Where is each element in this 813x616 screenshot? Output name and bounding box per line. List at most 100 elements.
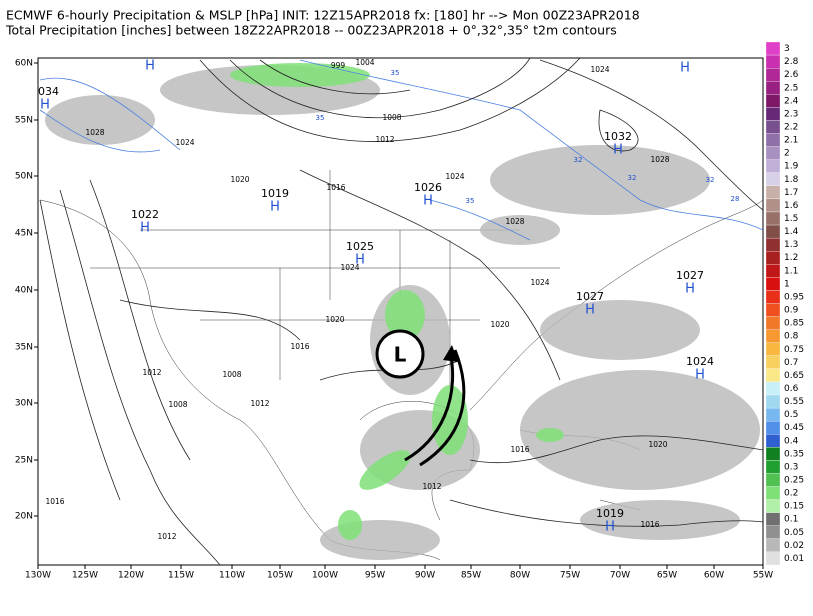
isobar-label: 999 — [331, 61, 346, 70]
legend-swatch — [765, 172, 781, 186]
legend-swatch — [765, 342, 781, 356]
isobar-label: 1020 — [648, 440, 667, 449]
legend-swatch — [765, 394, 781, 409]
legend-label: 0.25 — [784, 476, 804, 486]
legend-label: 2.2 — [784, 122, 798, 132]
pressure-value: 1019 — [261, 187, 289, 200]
pressure-value: 1027 — [676, 269, 704, 282]
temperature-label: 35 — [391, 69, 400, 77]
legend-label: 0.1 — [784, 515, 798, 525]
legend-swatch — [765, 107, 781, 121]
high-symbol: H — [680, 61, 690, 76]
legend-label: 2.4 — [784, 96, 799, 106]
legend-swatch — [765, 421, 781, 435]
lon-label: 130W — [25, 571, 51, 581]
isobar-label: 1024 — [530, 278, 549, 287]
legend-swatch — [765, 368, 781, 383]
legend-label: 1.6 — [784, 201, 799, 211]
legend-swatch — [765, 407, 781, 422]
isobar-label: 1012 — [157, 532, 176, 541]
legend-swatch — [765, 133, 781, 147]
legend-label: 1.9 — [784, 162, 799, 172]
temperature-label: 32 — [706, 176, 715, 184]
heavy-precipitation — [230, 63, 564, 540]
high-symbol: H — [685, 282, 695, 297]
lat-label: 20N — [15, 512, 33, 522]
isobar-label: 1012 — [375, 135, 394, 144]
legend-swatch — [765, 434, 781, 448]
isobar-label: 1028 — [85, 128, 104, 137]
lon-label: 55W — [753, 571, 773, 581]
legend-label: 1.7 — [784, 188, 798, 198]
legend-label: 1.1 — [784, 266, 798, 276]
legend-swatch — [765, 512, 781, 526]
isobar-label: 1016 — [290, 342, 309, 351]
isobar-label: 1016 — [45, 497, 64, 506]
legend-swatch — [765, 329, 781, 343]
legend-label: 2.1 — [784, 136, 798, 146]
pressure-value: 1019 — [596, 507, 624, 520]
legend-label: 3 — [784, 44, 790, 54]
legend-swatch — [765, 41, 781, 56]
legend-label: 0.85 — [784, 319, 804, 329]
legend-label: 0.01 — [784, 554, 804, 564]
legend-swatch — [765, 316, 781, 330]
map: L 1025H1034H1021H1032H1019H1022H1026H102… — [31, 46, 764, 566]
legend-label: 0.2 — [784, 489, 798, 499]
isobar-label: 1016 — [326, 183, 345, 192]
isobar-label: 1028 — [505, 217, 524, 226]
legend-swatch — [765, 251, 781, 265]
legend-swatch — [765, 381, 781, 396]
title-line-1: ECMWF 6-hourly Precipitation & MSLP [hPa… — [6, 8, 640, 23]
lon-label: 65W — [657, 571, 677, 581]
isobar-label: 1012 — [250, 399, 269, 408]
isobar-label: 1008 — [382, 113, 401, 122]
high-symbol: H — [270, 200, 280, 215]
title-line-2: Total Precipitation [inches] between 18Z… — [5, 23, 617, 38]
lon-label: 70W — [610, 571, 630, 581]
temperature-label: 28 — [731, 195, 740, 203]
lon-label: 100W — [312, 571, 338, 581]
legend-swatch — [765, 94, 781, 108]
legend-swatch — [765, 290, 781, 304]
high-symbol: H — [423, 194, 433, 209]
legend-swatch — [765, 499, 781, 513]
legend-swatch — [765, 473, 781, 487]
temperature-label: 32 — [628, 174, 637, 182]
legend-swatch — [765, 68, 781, 82]
isobar-label: 1012 — [422, 482, 441, 491]
temperature-label: 35 — [316, 114, 325, 122]
temperature-label: 32 — [574, 156, 583, 164]
isobar-label: 1016 — [510, 445, 529, 454]
legend-label: 0.15 — [784, 502, 804, 512]
isobars — [39, 58, 763, 565]
lat-label: 40N — [15, 286, 33, 296]
isobar-label: 1024 — [590, 65, 609, 74]
low-circle — [375, 329, 425, 379]
legend-label: 0.3 — [784, 462, 798, 472]
legend-label: 2.5 — [784, 83, 798, 93]
pressure-value: 1034 — [31, 85, 59, 98]
low-symbol: L — [394, 343, 407, 367]
high-symbol: H — [40, 98, 50, 113]
isobar-label: 1020 — [490, 320, 509, 329]
high-symbol: H — [140, 221, 150, 236]
lon-label: 80W — [510, 571, 530, 581]
arrow-head — [443, 345, 458, 362]
legend-label: 2.6 — [784, 70, 799, 80]
legend-label: 0.02 — [784, 541, 804, 551]
high-symbol: H — [145, 59, 155, 74]
legend-swatch — [765, 54, 781, 69]
legend-label: 0.05 — [784, 528, 804, 538]
legend-swatch — [765, 486, 781, 500]
pressure-value: 1032 — [604, 130, 632, 143]
legend-swatch — [765, 538, 781, 553]
lon-label: 115W — [168, 571, 194, 581]
pressure-value: 1025 — [136, 46, 164, 59]
legend-swatch — [765, 447, 781, 461]
legend-swatch — [765, 237, 781, 252]
pressure-value: 1025 — [346, 240, 374, 253]
lon-label: 60W — [704, 571, 724, 581]
legend-swatch — [765, 198, 781, 213]
